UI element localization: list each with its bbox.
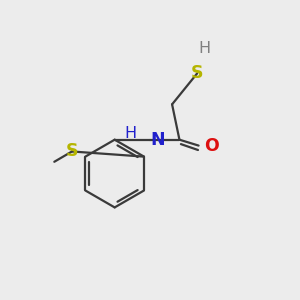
Text: S: S: [191, 64, 203, 82]
Text: H: H: [124, 126, 137, 141]
Text: O: O: [205, 136, 219, 154]
Text: S: S: [66, 142, 78, 160]
Text: N: N: [150, 131, 165, 149]
Text: H: H: [198, 41, 211, 56]
